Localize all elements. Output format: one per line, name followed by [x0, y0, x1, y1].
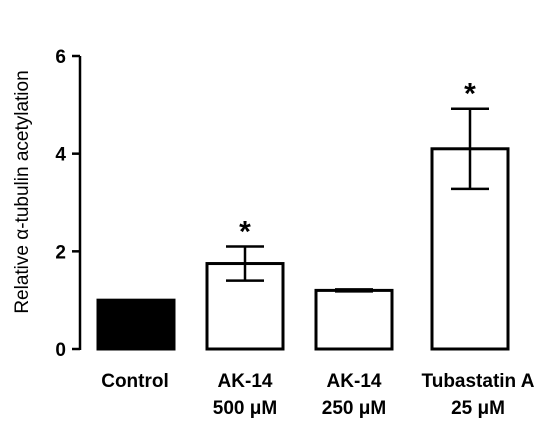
x-category-label: Tubastatin A: [422, 371, 535, 392]
bar: [430, 147, 510, 351]
significance-marker: *: [239, 215, 251, 248]
x-category-label: 25 μM: [451, 398, 505, 419]
y-tick-label: 2: [55, 242, 66, 263]
y-axis: 0 2 4 6: [55, 47, 82, 361]
y-tick-label: 0: [55, 340, 66, 361]
x-category-label: Control: [101, 371, 169, 392]
y-tick-label: 6: [55, 47, 66, 68]
error-bar: [451, 107, 489, 191]
y-tick-label: 4: [55, 145, 66, 166]
bars-group: [96, 147, 510, 351]
bar: [96, 298, 176, 351]
error-bar: [226, 245, 264, 282]
y-axis-label: Relative α-tubulin acetylation: [12, 70, 33, 313]
significance-marker: *: [464, 78, 476, 111]
x-category-label: AK-14: [218, 371, 273, 392]
bar: [314, 288, 394, 351]
x-category-label: AK-14: [327, 371, 382, 392]
x-category-label: 500 μM: [213, 398, 277, 419]
significance-group: **: [239, 78, 476, 249]
x-axis-labels: Control AK-14 500 μM AK-14 250 μM Tubastatin …: [101, 371, 535, 419]
error-bars-group: [226, 107, 489, 293]
x-category-label: 250 μM: [322, 398, 386, 419]
error-bar: [335, 288, 373, 293]
